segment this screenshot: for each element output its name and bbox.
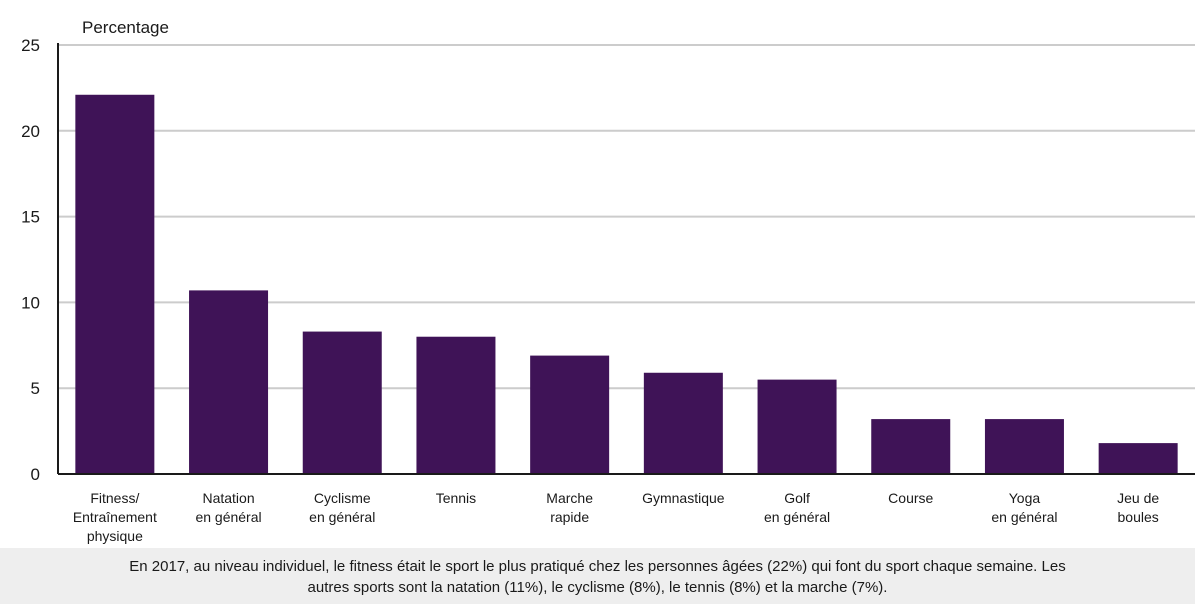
caption-line-2: autres sports sont la natation (11%), le… — [307, 579, 888, 596]
x-tick-label: en général — [309, 509, 375, 525]
y-tick-label: 25 — [21, 36, 40, 55]
x-tick-label: rapide — [550, 509, 589, 525]
x-tick-label: physique — [87, 528, 143, 544]
bar — [302, 331, 382, 474]
x-tick-label: Marche — [546, 490, 593, 506]
x-tick-label: Course — [888, 490, 933, 506]
bars — [75, 94, 1178, 474]
bar — [1098, 443, 1178, 474]
bar — [757, 379, 837, 474]
x-tick-label: Entraînement — [73, 509, 157, 525]
x-tick-label: boules — [1118, 509, 1159, 525]
x-tick-label: Gymnastique — [642, 490, 725, 506]
y-tick-label: 10 — [21, 293, 40, 312]
bar — [871, 419, 951, 474]
bar — [984, 419, 1064, 474]
x-tick-label: en général — [195, 509, 261, 525]
bar — [530, 355, 610, 474]
y-axis-label: Percentage — [82, 18, 169, 37]
bar — [189, 290, 269, 474]
y-tick-label: 20 — [21, 122, 40, 141]
caption-line-1: En 2017, au niveau individuel, le fitnes… — [129, 558, 1066, 575]
y-tick-label: 0 — [31, 465, 40, 484]
y-tick-label: 5 — [31, 379, 40, 398]
bar-chart: Percentage 0 5 10 15 20 25 Fitness/Entraîneme… — [21, 18, 1195, 544]
bar — [416, 336, 496, 474]
bar — [643, 372, 723, 474]
bar — [75, 94, 155, 474]
x-tick-label: Tennis — [436, 490, 476, 506]
chart-caption: En 2017, au niveau individuel, le fitnes… — [0, 548, 1195, 604]
x-tick-label: Jeu de — [1117, 490, 1159, 506]
x-axis-labels: Fitness/Entraînement physique Natation en g… — [73, 490, 1160, 544]
x-tick-label: Cyclisme — [314, 490, 371, 506]
x-tick-label: Fitness/ — [90, 490, 139, 506]
x-tick-label: en général — [991, 509, 1057, 525]
y-tick-label: 15 — [21, 208, 40, 227]
x-tick-label: Natation — [202, 490, 254, 506]
x-tick-label: Yoga — [1009, 490, 1041, 506]
x-tick-label: en général — [764, 509, 830, 525]
y-axis-ticks: 0 5 10 15 20 25 — [21, 36, 40, 484]
x-tick-label: Golf — [784, 490, 810, 506]
